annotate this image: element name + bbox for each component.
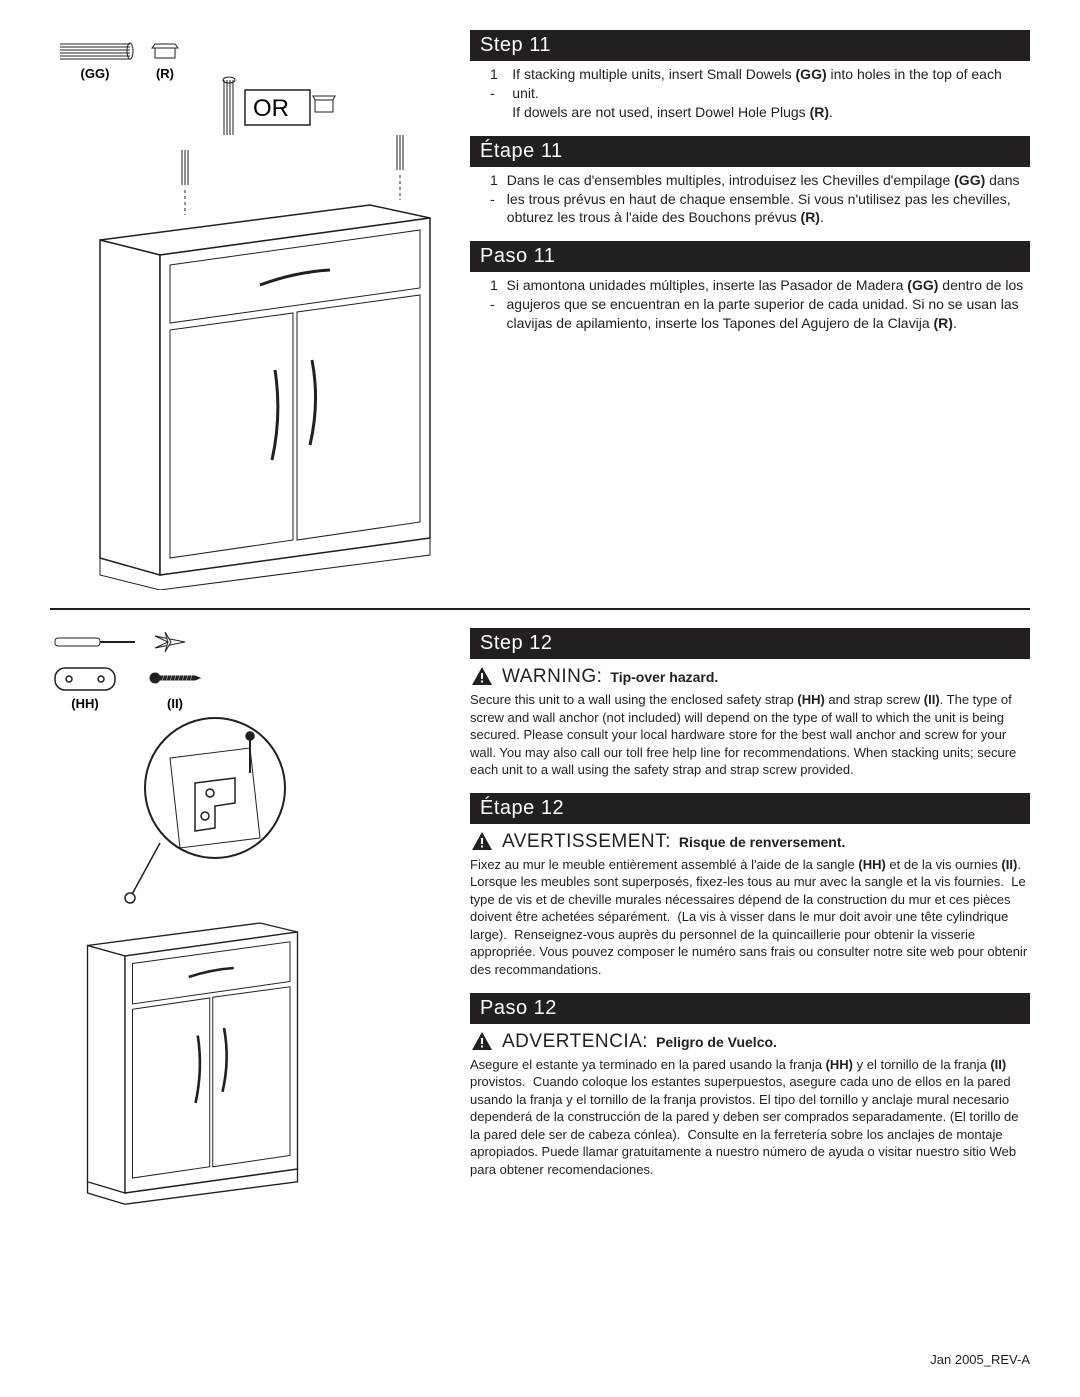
step11-fr-text: Dans le cas d'ensembles multiples, intro… xyxy=(507,171,1030,228)
step12-fr-text: Fixez au mur le meuble entièrement assem… xyxy=(470,856,1030,979)
step11-en-text: If stacking multiple units, insert Small… xyxy=(512,65,1030,122)
step12-fr-header: Étape 12 xyxy=(470,793,1030,824)
hazard-en: Tip-over hazard. xyxy=(610,669,718,685)
warning-icon xyxy=(470,665,494,689)
warning-icon xyxy=(470,830,494,854)
hazard-es: Peligro de Vuelco. xyxy=(656,1034,777,1050)
step11-fr-num: 1 - xyxy=(490,171,507,228)
warning-label-es: ADVERTENCIA: xyxy=(502,1031,648,1053)
warning-icon xyxy=(470,1030,494,1054)
step11-en-header: Step 11 xyxy=(470,30,1030,61)
step11-en-num: 1 - xyxy=(490,65,512,122)
step11-diagram: (GG) (R) OR xyxy=(50,30,450,590)
step12-en-header: Step 12 xyxy=(470,628,1030,659)
warning-label-fr: AVERTISSEMENT: xyxy=(502,831,671,853)
footer-rev: Jan 2005_REV-A xyxy=(930,1352,1030,1367)
hazard-fr: Risque de renversement. xyxy=(679,834,846,850)
step11-es-num: 1 - xyxy=(490,276,507,333)
part-ii-label: (II) xyxy=(167,696,183,711)
part-r-label: (R) xyxy=(156,66,174,81)
step12-en-text: Secure this unit to a wall using the enc… xyxy=(470,691,1030,779)
step11-es-text: Si amontona unidades múltiples, inserte … xyxy=(507,276,1031,333)
warning-label-en: WARNING: xyxy=(502,666,602,688)
step11-es-header: Paso 11 xyxy=(470,241,1030,272)
step12-diagram: (HH) (II) xyxy=(50,628,450,1308)
section-divider xyxy=(50,608,1030,610)
step12-es-text: Asegure el estante ya terminado en la pa… xyxy=(470,1056,1030,1179)
step12-es-header: Paso 12 xyxy=(470,993,1030,1024)
step11-fr-header: Étape 11 xyxy=(470,136,1030,167)
part-hh-label: (HH) xyxy=(71,696,98,711)
part-gg-label: (GG) xyxy=(81,66,110,81)
or-label: OR xyxy=(253,95,289,122)
